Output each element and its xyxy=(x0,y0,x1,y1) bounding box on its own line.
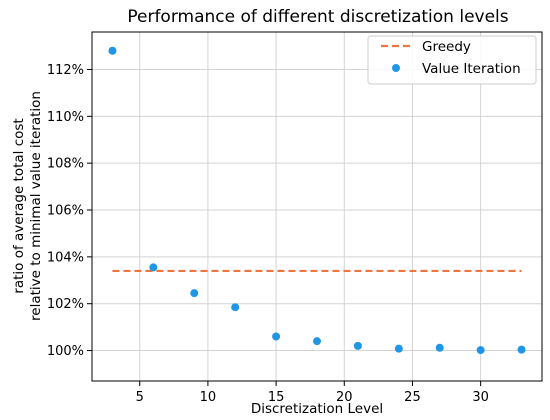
y-tick-label: 112% xyxy=(47,63,84,78)
x-tick-label: 30 xyxy=(472,390,489,405)
x-axis-ticks: 5 10 15 20 25 30 xyxy=(136,381,489,405)
y-tick-label: 102% xyxy=(47,297,84,312)
y-axis-label-line-1: ratio of average total cost xyxy=(11,118,27,293)
value-iteration-point xyxy=(394,344,403,353)
y-tick-label: 108% xyxy=(47,157,84,172)
value-iteration-point xyxy=(476,346,485,355)
value-iteration-point xyxy=(517,345,526,354)
value-iteration-point xyxy=(108,46,117,55)
x-tick-label: 15 xyxy=(268,390,285,405)
y-axis-ticks: 100% 102% 104% 106% 108% 110% 112% xyxy=(47,63,92,359)
value-iteration-point xyxy=(149,263,158,272)
x-tick-label: 20 xyxy=(336,390,353,405)
value-iteration-point xyxy=(353,341,362,350)
x-tick-label: 10 xyxy=(200,390,217,405)
x-tick-label: 5 xyxy=(136,390,144,405)
value-iteration-point xyxy=(272,332,281,341)
y-axis-label: ratio of average total cost relative to … xyxy=(11,91,44,321)
legend-greedy-label: Greedy xyxy=(422,39,471,55)
value-iteration-point xyxy=(435,343,444,352)
y-tick-label: 100% xyxy=(47,344,84,359)
y-axis-label-line-2: relative to minimal value iteration xyxy=(28,91,44,321)
value-iteration-point xyxy=(190,289,199,298)
value-iteration-point xyxy=(231,303,240,312)
y-tick-label: 104% xyxy=(47,250,84,265)
legend: Greedy Value Iteration xyxy=(367,35,537,85)
legend-box xyxy=(367,35,537,85)
legend-value-iteration-label: Value Iteration xyxy=(422,61,521,77)
plot-marks xyxy=(108,46,526,355)
y-tick-label: 110% xyxy=(47,110,84,125)
y-tick-label: 106% xyxy=(47,204,84,219)
plot-frame xyxy=(91,31,543,382)
legend-value-iteration-marker xyxy=(392,64,400,72)
x-tick-label: 25 xyxy=(404,390,421,405)
x-axis-label: Discretization Level xyxy=(251,401,383,417)
chart-title: Performance of different discretization … xyxy=(127,7,508,27)
value-iteration-point xyxy=(313,337,321,346)
